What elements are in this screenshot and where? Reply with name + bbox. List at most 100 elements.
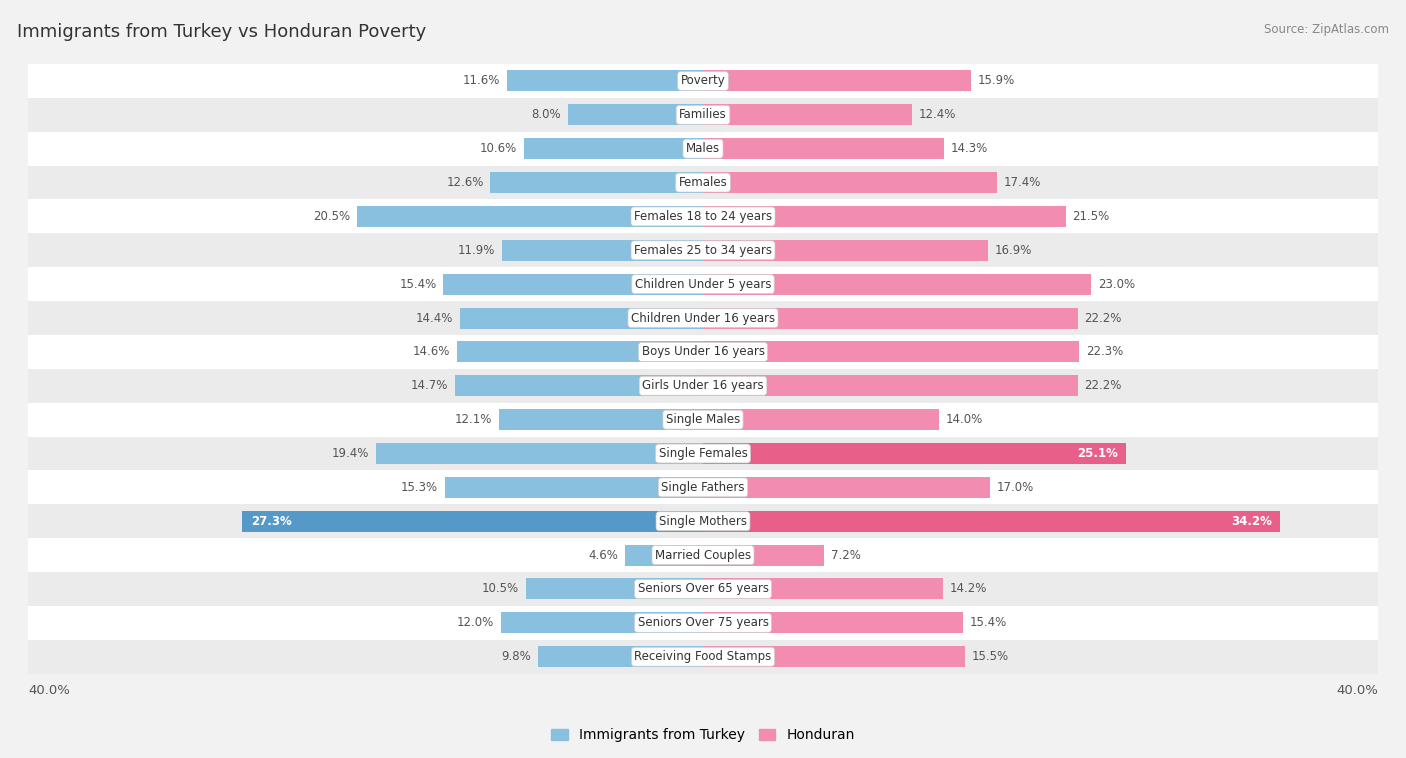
Bar [502, 240, 703, 261]
Bar [568, 105, 703, 125]
Text: Single Fathers: Single Fathers [661, 481, 745, 494]
Bar [703, 375, 1077, 396]
Text: 34.2%: 34.2% [1230, 515, 1271, 528]
Text: 7.2%: 7.2% [831, 549, 860, 562]
Text: 12.6%: 12.6% [446, 176, 484, 189]
Bar [703, 443, 1126, 464]
Bar [0, 640, 1406, 674]
Bar [0, 471, 1406, 504]
Text: 14.2%: 14.2% [949, 582, 987, 596]
Text: 22.3%: 22.3% [1085, 346, 1123, 359]
Bar [703, 70, 972, 92]
Bar [703, 240, 988, 261]
Text: 12.0%: 12.0% [457, 616, 494, 629]
Text: Single Mothers: Single Mothers [659, 515, 747, 528]
Bar [703, 409, 939, 430]
Bar [524, 138, 703, 159]
Text: Seniors Over 75 years: Seniors Over 75 years [637, 616, 769, 629]
Text: 8.0%: 8.0% [531, 108, 561, 121]
Text: Boys Under 16 years: Boys Under 16 years [641, 346, 765, 359]
Text: 14.3%: 14.3% [950, 143, 988, 155]
Text: 25.1%: 25.1% [1077, 447, 1118, 460]
Bar [0, 301, 1406, 335]
Text: 20.5%: 20.5% [314, 210, 350, 223]
Bar [0, 233, 1406, 268]
Text: 40.0%: 40.0% [1336, 684, 1378, 697]
Bar [508, 70, 703, 92]
Text: 17.0%: 17.0% [997, 481, 1033, 494]
Text: 14.0%: 14.0% [946, 413, 983, 426]
Bar [501, 612, 703, 634]
Text: Seniors Over 65 years: Seniors Over 65 years [637, 582, 769, 596]
Text: Males: Males [686, 143, 720, 155]
Bar [0, 335, 1406, 369]
Bar [0, 538, 1406, 572]
Bar [703, 105, 912, 125]
Text: 16.9%: 16.9% [995, 244, 1032, 257]
Text: 14.6%: 14.6% [412, 346, 450, 359]
Bar [703, 647, 965, 667]
Text: 17.4%: 17.4% [1004, 176, 1040, 189]
Bar [0, 437, 1406, 471]
Legend: Immigrants from Turkey, Honduran: Immigrants from Turkey, Honduran [546, 722, 860, 747]
Text: 14.7%: 14.7% [411, 379, 449, 393]
Text: 12.1%: 12.1% [454, 413, 492, 426]
Text: Poverty: Poverty [681, 74, 725, 87]
Bar [703, 578, 942, 600]
Text: Girls Under 16 years: Girls Under 16 years [643, 379, 763, 393]
Bar [703, 274, 1091, 295]
Text: 14.4%: 14.4% [416, 312, 453, 324]
Bar [0, 132, 1406, 166]
Bar [703, 206, 1066, 227]
Text: 15.5%: 15.5% [972, 650, 1008, 663]
Bar [460, 308, 703, 328]
Bar [0, 369, 1406, 402]
Bar [703, 477, 990, 498]
Bar [0, 572, 1406, 606]
Text: 15.3%: 15.3% [401, 481, 439, 494]
Text: 4.6%: 4.6% [589, 549, 619, 562]
Text: 22.2%: 22.2% [1084, 312, 1122, 324]
Bar [375, 443, 703, 464]
Bar [626, 544, 703, 565]
Bar [491, 172, 703, 193]
Text: 12.4%: 12.4% [920, 108, 956, 121]
Bar [537, 647, 703, 667]
Text: Receiving Food Stamps: Receiving Food Stamps [634, 650, 772, 663]
Bar [444, 477, 703, 498]
Text: Females 18 to 24 years: Females 18 to 24 years [634, 210, 772, 223]
Bar [0, 166, 1406, 199]
Text: 15.4%: 15.4% [970, 616, 1007, 629]
Text: Children Under 5 years: Children Under 5 years [634, 277, 772, 290]
Bar [0, 402, 1406, 437]
Text: 11.9%: 11.9% [458, 244, 495, 257]
Bar [703, 341, 1080, 362]
Text: 22.2%: 22.2% [1084, 379, 1122, 393]
Bar [703, 172, 997, 193]
Text: 15.9%: 15.9% [979, 74, 1015, 87]
Text: 23.0%: 23.0% [1098, 277, 1135, 290]
Bar [0, 606, 1406, 640]
Bar [703, 308, 1077, 328]
Bar [703, 612, 963, 634]
Bar [0, 504, 1406, 538]
Bar [0, 98, 1406, 132]
Text: Children Under 16 years: Children Under 16 years [631, 312, 775, 324]
Text: 40.0%: 40.0% [28, 684, 70, 697]
Text: Source: ZipAtlas.com: Source: ZipAtlas.com [1264, 23, 1389, 36]
Text: Single Females: Single Females [658, 447, 748, 460]
Bar [703, 511, 1279, 532]
Bar [703, 138, 945, 159]
Text: Females 25 to 34 years: Females 25 to 34 years [634, 244, 772, 257]
Bar [242, 511, 703, 532]
Text: 15.4%: 15.4% [399, 277, 436, 290]
Text: Married Couples: Married Couples [655, 549, 751, 562]
Text: 27.3%: 27.3% [250, 515, 291, 528]
Bar [0, 64, 1406, 98]
Text: 10.5%: 10.5% [482, 582, 519, 596]
Bar [0, 268, 1406, 301]
Bar [443, 274, 703, 295]
Text: 9.8%: 9.8% [501, 650, 531, 663]
Text: Immigrants from Turkey vs Honduran Poverty: Immigrants from Turkey vs Honduran Pover… [17, 23, 426, 41]
Text: 10.6%: 10.6% [481, 143, 517, 155]
